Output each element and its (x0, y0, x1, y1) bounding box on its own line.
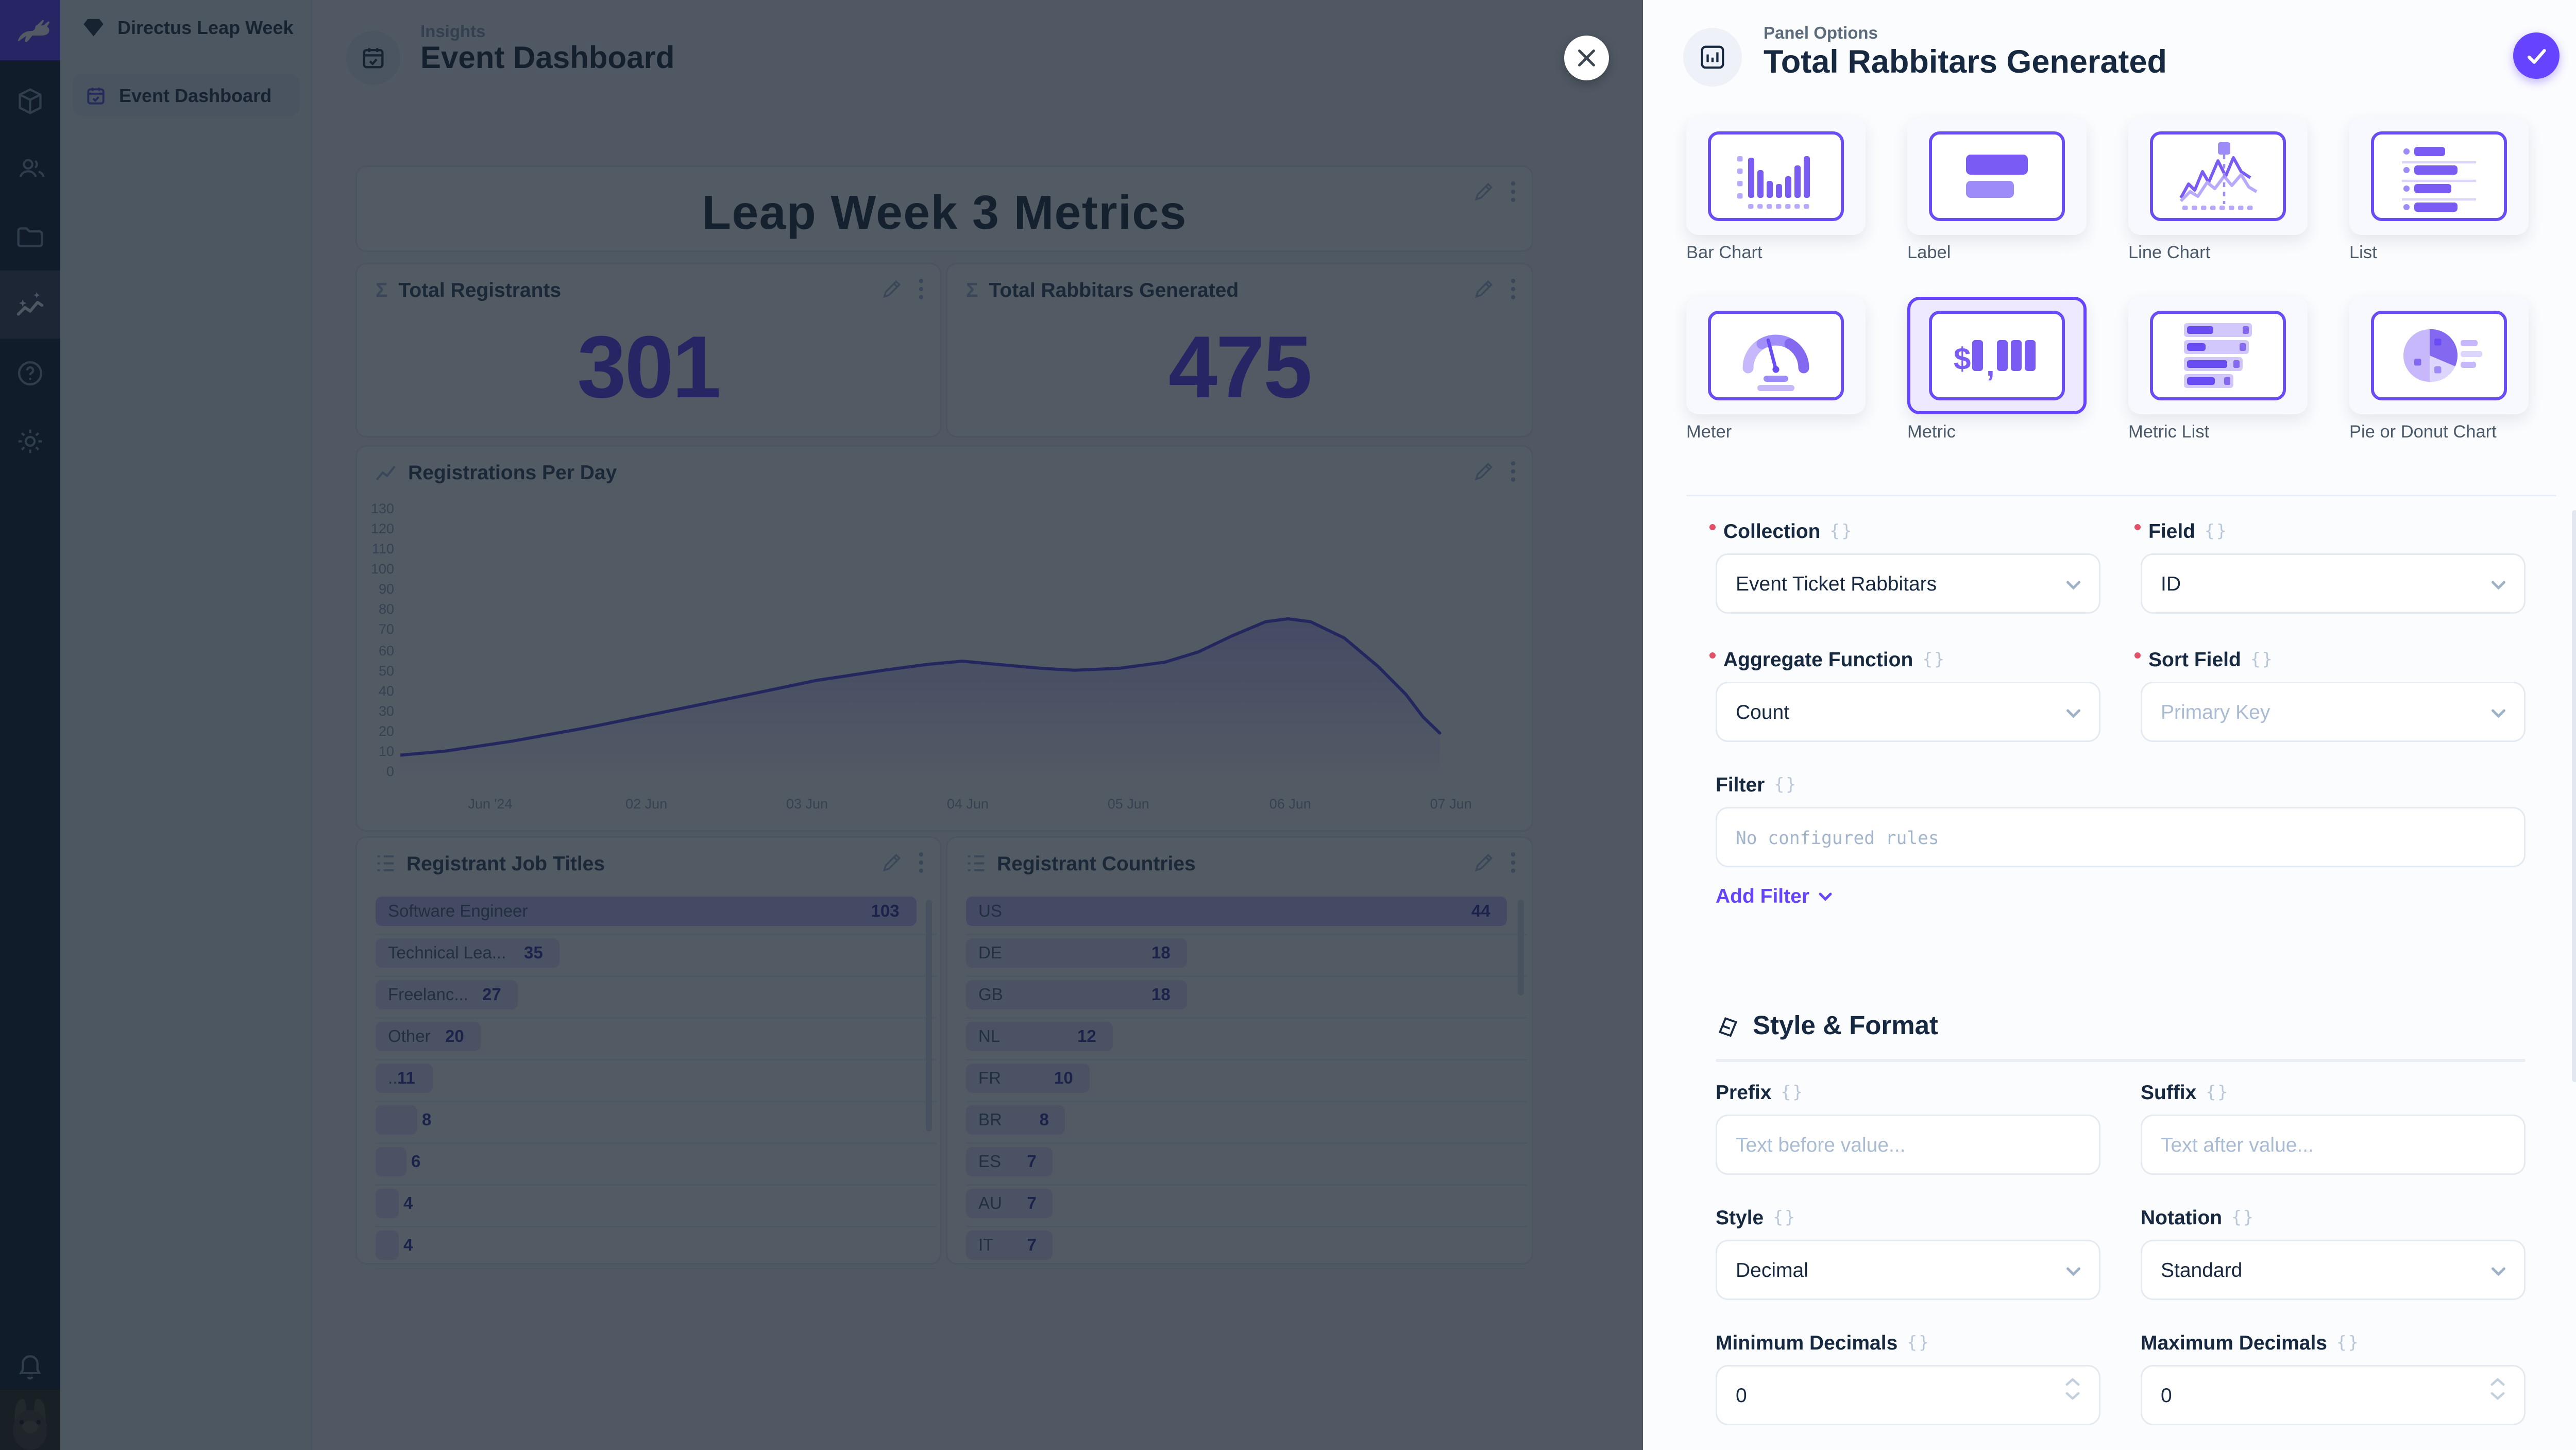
raw-value-icon[interactable]: {} (1774, 774, 1798, 795)
pie-donut-illustration (2371, 311, 2507, 400)
stepper-down-icon[interactable] (2065, 1391, 2080, 1401)
minimum-decimals-stepper[interactable] (1716, 1365, 2100, 1425)
raw-value-icon[interactable]: {} (2231, 1207, 2255, 1227)
suffix-field[interactable] (2161, 1133, 2505, 1156)
chevron-down-icon (2492, 581, 2505, 590)
chevron-down-icon (2066, 1267, 2080, 1276)
chevron-down-icon (2066, 709, 2080, 718)
close-x-icon (1578, 49, 1595, 66)
drawer-dim-overlay[interactable] (0, 0, 1643, 1450)
required-dot (2134, 524, 2141, 530)
drawer-scrollbar[interactable] (2572, 510, 2576, 1082)
filter-rules-box[interactable]: No configured rules (1716, 807, 2526, 867)
required-dot (1709, 652, 1716, 659)
metric-illustration: $, (1929, 311, 2065, 400)
add-filter-button[interactable]: Add Filter (1716, 884, 1833, 907)
raw-value-icon[interactable]: {} (1922, 649, 1946, 669)
suffix-label: Suffix {} (2141, 1081, 2230, 1104)
stepper-up-icon[interactable] (2490, 1377, 2505, 1387)
chevron-down-icon (1818, 892, 1832, 901)
stepper-down-icon[interactable] (2490, 1391, 2505, 1401)
close-drawer-button[interactable] (1564, 36, 1609, 80)
svg-text:$: $ (1954, 342, 1971, 376)
panel-type-label-label: Label (1907, 244, 1951, 263)
prefix-field[interactable] (1736, 1133, 2080, 1156)
raw-value-icon[interactable]: {} (2206, 1082, 2230, 1102)
raw-value-icon[interactable]: {} (2205, 521, 2228, 541)
label-illustration (1929, 131, 2065, 221)
save-panel-button[interactable] (2513, 32, 2560, 79)
panel-type-label-metric: Metric (1907, 424, 1956, 442)
panel-type-label-bar-chart: Bar Chart (1686, 244, 1762, 263)
aggregate-function-label: Aggregate Function {} (1709, 648, 1946, 671)
raw-value-icon[interactable]: {} (2250, 649, 2274, 669)
field-select[interactable]: ID (2141, 553, 2526, 614)
required-dot (1709, 524, 1716, 530)
panel-type-label-list: List (2349, 244, 2377, 263)
aggregate-function-select[interactable]: Count (1716, 682, 2100, 742)
panel-type-bar-chart[interactable] (1686, 117, 1866, 235)
raw-value-icon[interactable]: {} (1781, 1082, 1805, 1102)
notation-select[interactable]: Standard (2141, 1240, 2526, 1300)
check-icon (2527, 48, 2546, 63)
panel-type-label[interactable] (1907, 117, 2087, 235)
filter-empty-text: No configured rules (1736, 826, 1939, 848)
metric-list-illustration (2150, 311, 2286, 400)
collection-label: Collection {} (1709, 519, 1853, 543)
style-label: Style {} (1716, 1206, 1797, 1229)
drawer-title: Total Rabbitars Generated (1764, 45, 2167, 80)
suffix-input[interactable] (2141, 1115, 2526, 1175)
bar-chart-box-icon (1701, 45, 1724, 69)
bar-chart-illustration (1708, 131, 1844, 221)
raw-value-icon[interactable]: {} (1907, 1333, 1931, 1353)
raw-value-icon[interactable]: {} (1829, 521, 1854, 541)
collection-select[interactable]: Event Ticket Rabbitars (1716, 553, 2100, 614)
section-divider (1716, 1059, 2526, 1062)
drawer-kicker: Panel Options (1764, 25, 1878, 43)
panel-type-list[interactable] (2349, 117, 2529, 235)
panel-type-metric[interactable]: $, (1907, 297, 2087, 414)
panel-type-line-chart[interactable] (2128, 117, 2308, 235)
sort-field-select[interactable]: Primary Key (2141, 682, 2526, 742)
panel-type-meter[interactable] (1686, 297, 1866, 414)
maximum-decimals-field[interactable] (2161, 1384, 2505, 1407)
list-illustration (2371, 131, 2507, 221)
style-select[interactable]: Decimal (1716, 1240, 2100, 1300)
style-format-heading: Style & Format (1716, 1011, 1938, 1042)
panel-type-pie-donut[interactable] (2349, 297, 2529, 414)
prefix-input[interactable] (1716, 1115, 2100, 1175)
chevron-down-icon (2066, 581, 2080, 590)
panel-type-label-line-chart: Line Chart (2128, 244, 2211, 263)
maximum-decimals-label: Maximum Decimals {} (2141, 1331, 2360, 1354)
required-dot (2134, 652, 2141, 659)
panel-type-label-pie-donut: Pie or Donut Chart (2349, 424, 2497, 442)
sort-field-label: Sort Field {} (2134, 648, 2274, 671)
panel-header-icon (1683, 28, 1742, 87)
style-palette-icon (1718, 1017, 1738, 1037)
section-divider (1686, 495, 2556, 496)
meter-illustration (1708, 311, 1844, 400)
chevron-down-icon (2492, 1267, 2505, 1276)
maximum-decimals-stepper[interactable] (2141, 1365, 2526, 1425)
panel-type-label-meter: Meter (1686, 424, 1732, 442)
chevron-down-icon (2492, 709, 2505, 718)
raw-value-icon[interactable]: {} (2336, 1333, 2360, 1353)
minimum-decimals-field[interactable] (1736, 1384, 2080, 1407)
raw-value-icon[interactable]: {} (1773, 1207, 1797, 1227)
panel-type-metric-list[interactable] (2128, 297, 2308, 414)
line-chart-illustration (2150, 131, 2286, 221)
panel-type-label-metric-list: Metric List (2128, 424, 2210, 442)
filter-label: Filter {} (1716, 773, 1798, 796)
notation-label: Notation {} (2141, 1206, 2255, 1229)
stepper-up-icon[interactable] (2065, 1377, 2080, 1387)
prefix-label: Prefix {} (1716, 1081, 1805, 1104)
minimum-decimals-label: Minimum Decimals {} (1716, 1331, 1931, 1354)
panel-options-drawer: Panel Options Total Rabbitars Generated … (1643, 0, 2576, 1450)
svg-text:,: , (1986, 348, 1995, 382)
field-label: Field {} (2134, 519, 2228, 543)
